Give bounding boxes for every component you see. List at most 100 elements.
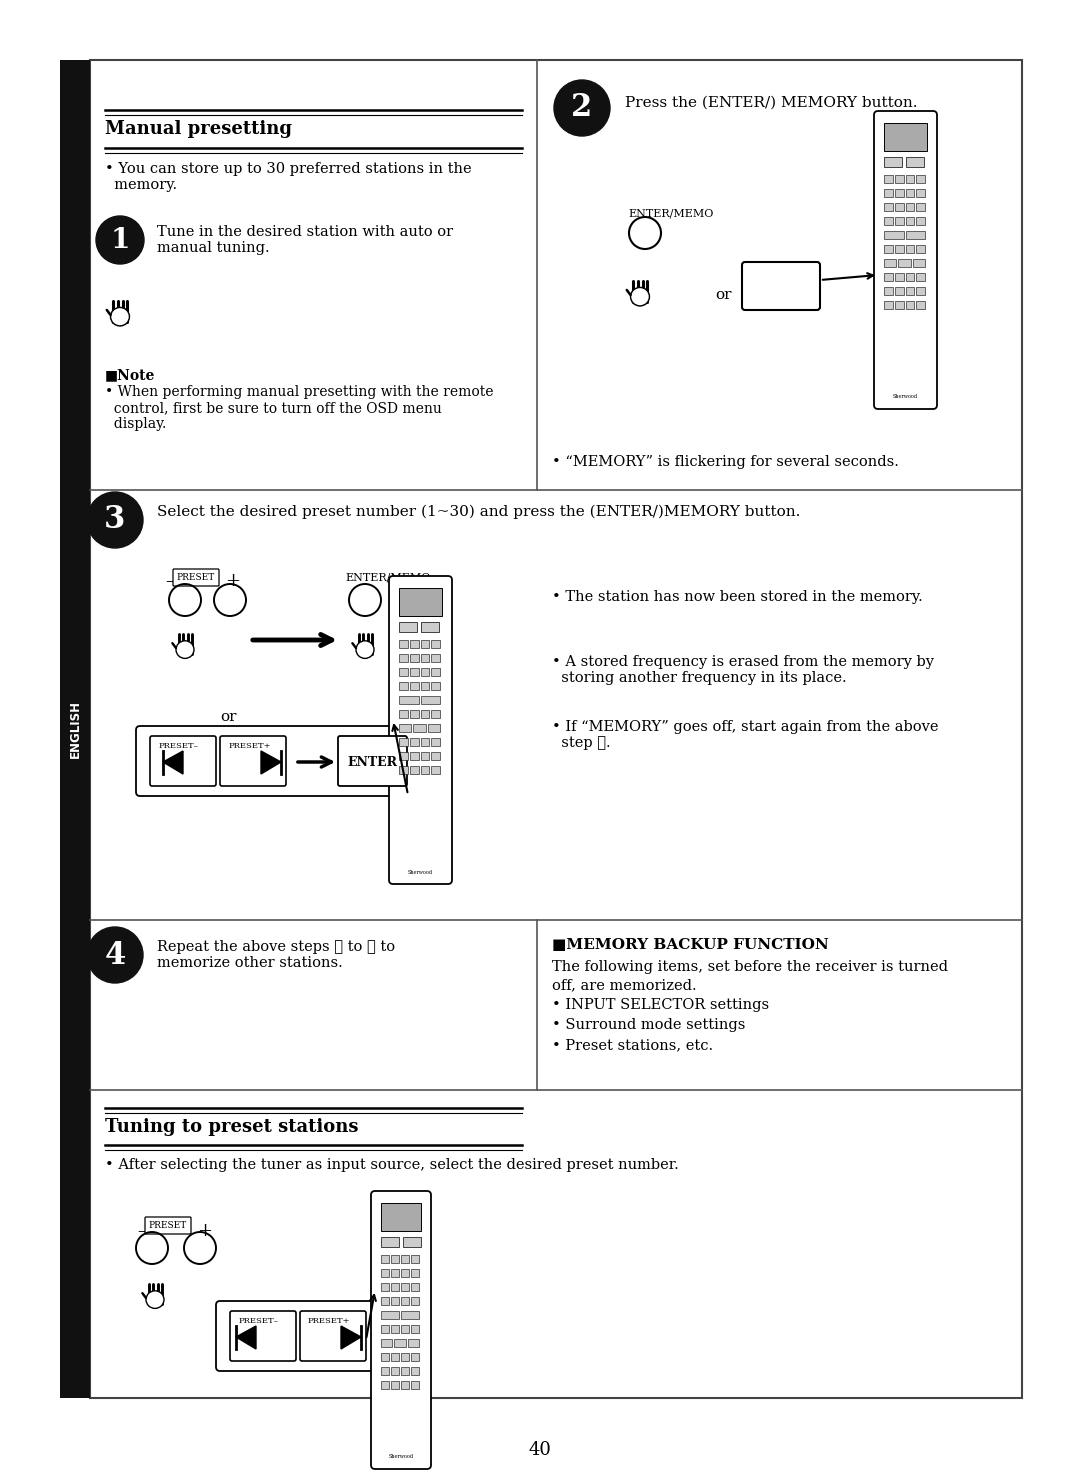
- Text: Sherwood: Sherwood: [408, 869, 433, 875]
- Bar: [381, 1237, 399, 1247]
- Text: PRESET: PRESET: [177, 572, 215, 581]
- Bar: [906, 157, 924, 167]
- Text: ENGLISH: ENGLISH: [68, 701, 81, 758]
- Text: Repeat the above steps ① to ③ to
memorize other stations.: Repeat the above steps ① to ③ to memoriz…: [157, 940, 395, 970]
- Bar: [420, 752, 429, 760]
- Bar: [399, 738, 408, 746]
- Bar: [431, 752, 440, 760]
- Bar: [381, 1380, 389, 1389]
- Text: Press the (ENTER/) MEMORY button.: Press the (ENTER/) MEMORY button.: [625, 96, 918, 109]
- Bar: [885, 259, 896, 268]
- Bar: [905, 189, 915, 197]
- Bar: [916, 245, 924, 253]
- Bar: [411, 1367, 419, 1375]
- Bar: [409, 668, 419, 675]
- Bar: [431, 681, 440, 690]
- Bar: [409, 766, 419, 774]
- Text: • The station has now been stored in the memory.: • The station has now been stored in the…: [552, 590, 922, 605]
- Text: • If “MEMORY” goes off, start again from the above
  step ⓑ.: • If “MEMORY” goes off, start again from…: [552, 720, 939, 751]
- Bar: [420, 709, 429, 718]
- Bar: [916, 217, 924, 225]
- Text: off, are memorized.: off, are memorized.: [552, 978, 697, 992]
- Bar: [894, 302, 904, 309]
- Bar: [420, 696, 440, 704]
- Ellipse shape: [146, 1290, 164, 1308]
- Bar: [391, 1352, 399, 1361]
- Bar: [905, 217, 915, 225]
- Bar: [409, 709, 419, 718]
- Text: Select the desired preset number (1~30) and press the (ENTER/)MEMORY button.: Select the desired preset number (1~30) …: [157, 505, 800, 519]
- Bar: [885, 189, 893, 197]
- Bar: [90, 61, 1022, 1398]
- Text: PRESET+: PRESET+: [229, 742, 271, 749]
- Text: 3: 3: [105, 504, 125, 535]
- Circle shape: [96, 216, 144, 265]
- Text: ENTER: ENTER: [755, 279, 808, 293]
- Bar: [401, 1324, 409, 1333]
- Bar: [431, 766, 440, 774]
- FancyBboxPatch shape: [389, 576, 453, 884]
- Text: • “MEMORY” is flickering for several seconds.: • “MEMORY” is flickering for several sec…: [552, 455, 899, 469]
- Bar: [420, 738, 429, 746]
- Bar: [905, 287, 915, 296]
- Bar: [885, 123, 927, 151]
- Bar: [381, 1352, 389, 1361]
- Bar: [916, 273, 924, 281]
- Text: • A stored frequency is erased from the memory by
  storing another frequency in: • A stored frequency is erased from the …: [552, 655, 934, 686]
- Bar: [899, 259, 910, 268]
- Bar: [394, 1339, 406, 1346]
- Bar: [381, 1324, 389, 1333]
- FancyBboxPatch shape: [742, 262, 820, 310]
- Bar: [399, 622, 417, 633]
- Text: Sherwood: Sherwood: [893, 395, 918, 399]
- Bar: [894, 245, 904, 253]
- Bar: [885, 273, 893, 281]
- Bar: [905, 174, 915, 183]
- Bar: [431, 738, 440, 746]
- Bar: [905, 231, 924, 239]
- Bar: [409, 681, 419, 690]
- Bar: [381, 1283, 389, 1290]
- Bar: [894, 217, 904, 225]
- Bar: [420, 668, 429, 675]
- Bar: [399, 668, 408, 675]
- Bar: [916, 189, 924, 197]
- Text: ■MEMORY BACKUP FUNCTION: ■MEMORY BACKUP FUNCTION: [552, 939, 828, 952]
- Circle shape: [87, 927, 143, 983]
- Bar: [916, 287, 924, 296]
- Text: or: or: [220, 709, 237, 724]
- Bar: [913, 259, 924, 268]
- Bar: [905, 273, 915, 281]
- Bar: [381, 1203, 421, 1231]
- Text: PRESET: PRESET: [149, 1221, 187, 1230]
- Ellipse shape: [176, 641, 194, 658]
- Bar: [905, 302, 915, 309]
- Text: ENTER: ENTER: [347, 755, 397, 769]
- Text: Sherwood: Sherwood: [389, 1454, 414, 1459]
- Bar: [431, 709, 440, 718]
- Bar: [905, 245, 915, 253]
- Bar: [399, 724, 411, 732]
- FancyBboxPatch shape: [150, 736, 216, 786]
- Bar: [399, 709, 408, 718]
- Bar: [391, 1283, 399, 1290]
- Bar: [391, 1298, 399, 1305]
- FancyBboxPatch shape: [230, 1311, 296, 1361]
- Text: • After selecting the tuner as input source, select the desired preset number.: • After selecting the tuner as input sou…: [105, 1157, 678, 1172]
- Bar: [401, 1298, 409, 1305]
- Bar: [399, 766, 408, 774]
- Bar: [381, 1255, 389, 1264]
- Bar: [381, 1311, 399, 1318]
- Text: PRESET–: PRESET–: [239, 1317, 279, 1324]
- Bar: [420, 653, 429, 662]
- Bar: [916, 174, 924, 183]
- Bar: [401, 1380, 409, 1389]
- Bar: [894, 202, 904, 211]
- Polygon shape: [163, 751, 183, 774]
- Text: 40: 40: [528, 1441, 552, 1459]
- Text: 4: 4: [105, 940, 125, 971]
- Text: ENTER/MEMO: ENTER/MEMO: [345, 572, 430, 582]
- Bar: [407, 1339, 419, 1346]
- Bar: [420, 766, 429, 774]
- Polygon shape: [261, 751, 281, 774]
